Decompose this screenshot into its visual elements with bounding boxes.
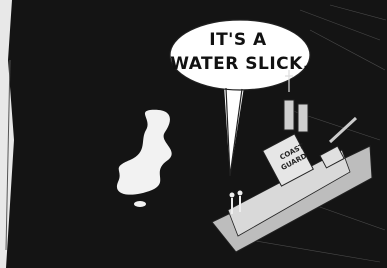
cartoon: IT'S A WATER SLICK. COAST GUARD <box>0 0 387 268</box>
bubble-line: IT'S A <box>209 30 267 50</box>
slick-drop <box>134 201 146 207</box>
page: IT'S A WATER SLICK. COAST GUARD (() => {… <box>0 0 387 268</box>
